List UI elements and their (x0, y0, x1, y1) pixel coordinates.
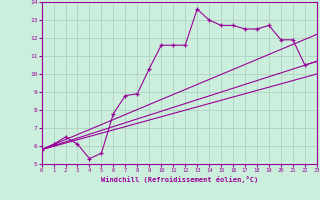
X-axis label: Windchill (Refroidissement éolien,°C): Windchill (Refroidissement éolien,°C) (100, 176, 258, 183)
